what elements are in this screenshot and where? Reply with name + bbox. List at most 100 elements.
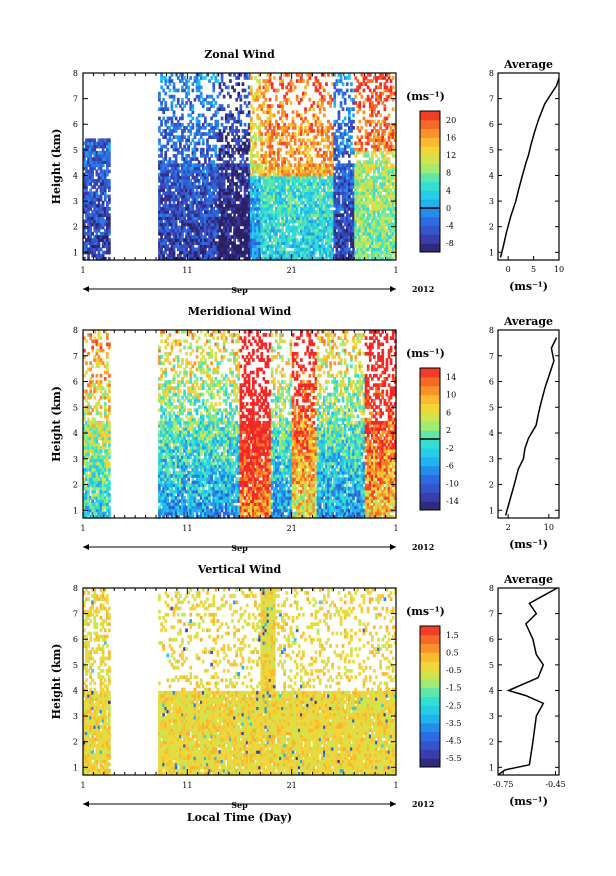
colorbar-label: -5.5 (446, 754, 461, 763)
x-tick-label: 1 (393, 781, 398, 790)
colorbar-step (420, 731, 440, 742)
average-y-tick-label: 5 (489, 403, 494, 412)
heatmap-cells (83, 73, 397, 261)
colorbar-step (420, 740, 440, 750)
y-tick-label: 5 (73, 146, 78, 155)
colorbar-step (420, 643, 440, 653)
average-y-tick-label: 5 (489, 661, 494, 670)
average-y-tick-label: 4 (489, 429, 494, 438)
y-tick-label: 3 (73, 455, 78, 464)
colorbar-step (420, 652, 440, 662)
colorbar-step (420, 137, 440, 147)
x-tick-label: 1 (393, 266, 398, 275)
average-x-tick-label: 5 (531, 265, 536, 274)
colorbar-step (420, 199, 440, 209)
average-frame (497, 329, 560, 519)
colorbar-unit: (ms⁻¹) (406, 605, 445, 618)
colorbar-step (420, 474, 440, 484)
y-axis-label: Height (km) (50, 386, 63, 462)
y-tick-label: 2 (73, 738, 78, 747)
y-axis-label: Height (km) (50, 129, 63, 205)
y-tick-label: 6 (73, 378, 78, 387)
colorbar-step (420, 626, 440, 636)
x-tick-label: 21 (287, 266, 297, 275)
average-title: Average (503, 573, 553, 586)
x-tick-label: 1 (80, 781, 85, 790)
average-y-tick-label: 3 (489, 455, 494, 464)
month-label: Sep (231, 800, 248, 810)
y-tick-label: 7 (73, 95, 78, 104)
colorbar-label: -2 (446, 444, 454, 453)
colorbar-step (420, 670, 440, 680)
colorbar-step (420, 225, 440, 235)
colorbar-label: 10 (446, 391, 456, 400)
colorbar-step (420, 501, 440, 511)
y-tick-label: 1 (73, 248, 78, 257)
colorbar-step (420, 421, 440, 431)
colorbar-step (420, 155, 440, 165)
colorbar-step (420, 243, 440, 253)
colorbar-label: 20 (446, 116, 456, 125)
colorbar-label: 14 (446, 373, 456, 382)
colorbar-step (420, 207, 440, 218)
colorbar-step (420, 687, 440, 697)
colorbar-label: -14 (446, 497, 459, 506)
average-x-tick-label: 2 (506, 523, 511, 532)
y-tick-label: 8 (73, 326, 78, 335)
panel-title: Zonal Wind (204, 48, 275, 61)
colorbar-label: -8 (446, 239, 454, 248)
colorbar-step (420, 696, 440, 706)
colorbar-step (420, 128, 440, 138)
average-profile-panel: Average 1 2 3 4 5 6 7 8 0 5 10 (ms⁻¹) (489, 58, 564, 293)
average-frame (497, 587, 560, 776)
y-tick-label: 5 (73, 661, 78, 670)
colorbar-step (420, 634, 440, 645)
colorbar-step (420, 394, 440, 404)
average-title: Average (503, 315, 553, 328)
colorbar-step (420, 749, 440, 759)
colorbar-step (420, 172, 440, 182)
colorbar-label: -1.5 (446, 684, 461, 693)
colorbar-step (420, 492, 440, 502)
average-x-label: (ms⁻¹) (509, 538, 548, 551)
colorbar-label: -2.5 (446, 701, 461, 710)
average-profile-line (499, 77, 560, 258)
colorbar-step (420, 385, 440, 396)
y-tick-label: 3 (73, 712, 78, 721)
y-tick-label: 5 (73, 403, 78, 412)
average-y-tick-label: 7 (489, 352, 494, 361)
date-range-arrow-right (390, 286, 396, 292)
colorbar-step (420, 447, 440, 458)
y-tick-label: 7 (73, 352, 78, 361)
average-y-tick-label: 7 (489, 95, 494, 104)
average-y-tick-label: 3 (489, 712, 494, 721)
x-tick-label: 1 (80, 266, 85, 275)
y-tick-label: 6 (73, 635, 78, 644)
colorbar-step (420, 758, 440, 768)
colorbar-step (420, 456, 440, 467)
year-label: 2012 (412, 799, 434, 809)
colorbar-label: -0.5 (446, 666, 461, 675)
colorbar-step (420, 412, 440, 422)
average-y-tick-label: 5 (489, 146, 494, 155)
average-x-tick-label: -0.75 (493, 780, 514, 789)
colorbar-step (420, 216, 440, 227)
month-label: Sep (231, 543, 248, 553)
y-tick-label: 4 (73, 686, 78, 695)
colorbar-step (420, 403, 440, 413)
average-profile-line (504, 337, 558, 516)
average-y-tick-label: 3 (489, 197, 494, 206)
panel-title: Meridional Wind (188, 305, 292, 318)
colorbar-label: -10 (446, 479, 459, 488)
panel-title: Vertical Wind (197, 563, 282, 576)
colorbar-label: 0.5 (446, 648, 459, 657)
x-tick-label: 21 (287, 524, 297, 533)
x-tick-label: 11 (182, 781, 192, 790)
x-tick-label: 21 (287, 781, 297, 790)
x-tick-label: 11 (182, 266, 192, 275)
colorbar-step (420, 714, 440, 724)
month-label: Sep (231, 285, 248, 295)
